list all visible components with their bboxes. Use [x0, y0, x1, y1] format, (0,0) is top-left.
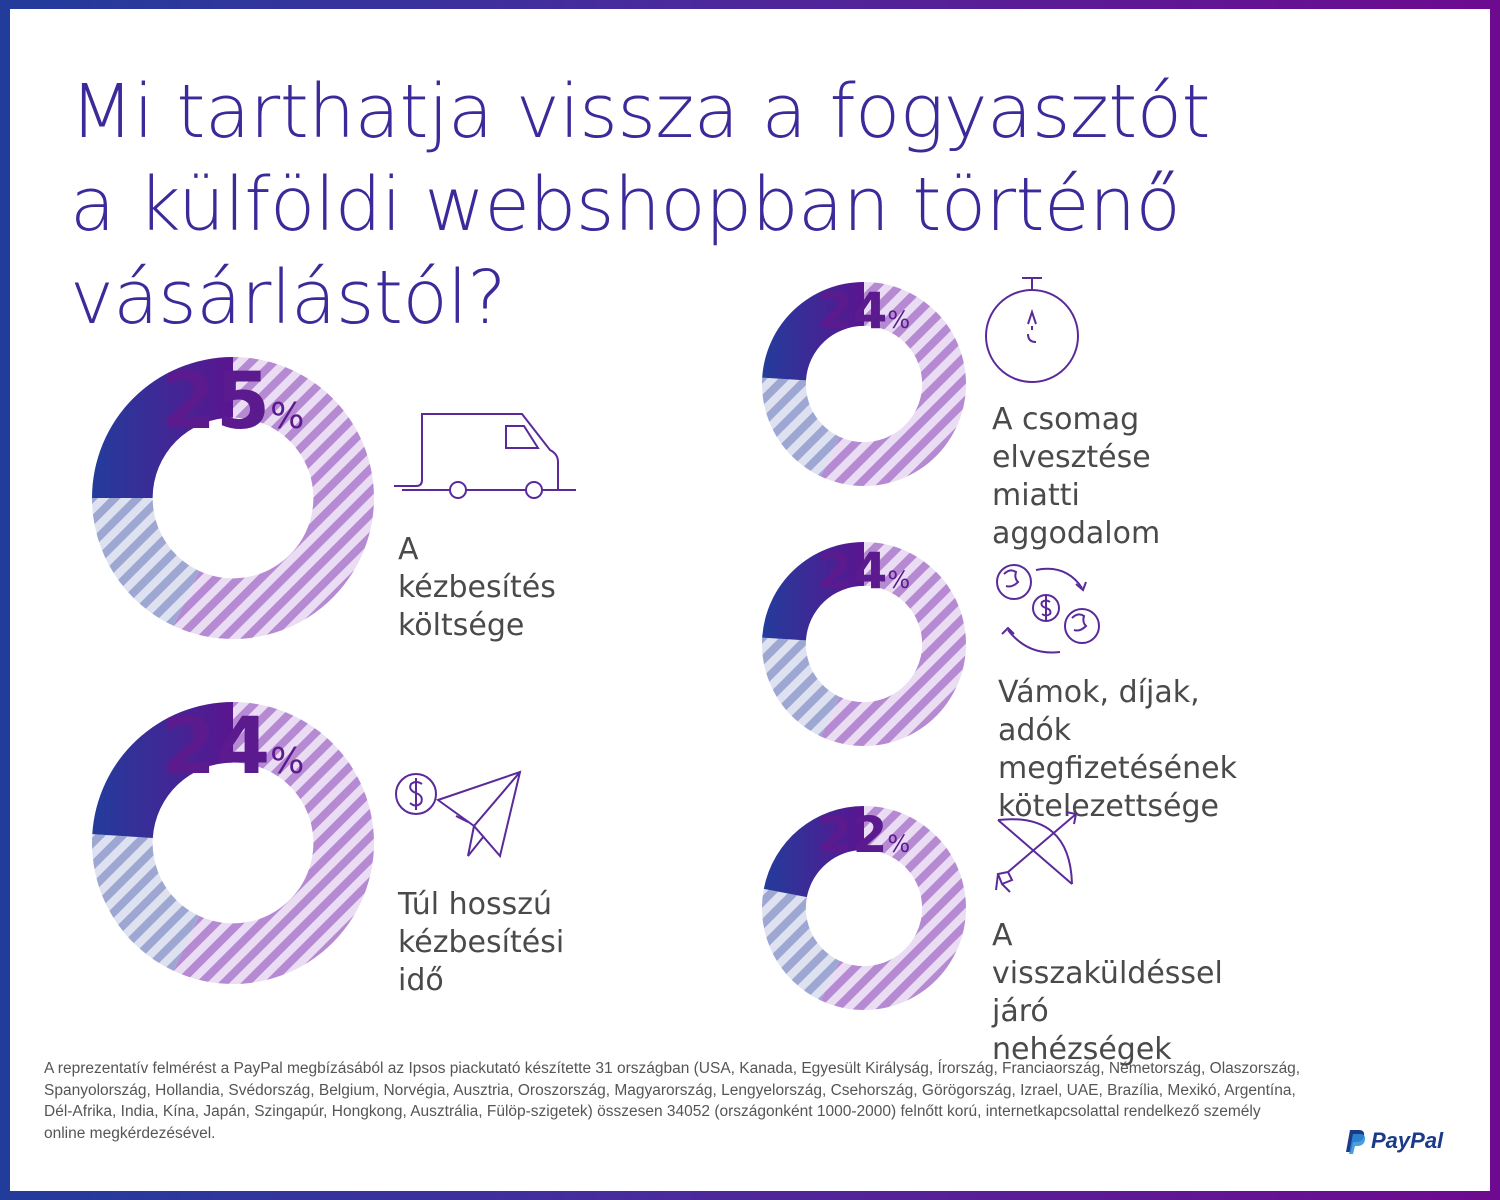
- currency-exchange-icon: [996, 564, 1100, 654]
- bow-arrow-icon: [995, 811, 1078, 893]
- percent-number: 24: [161, 702, 271, 792]
- donut-remaining-gray: [762, 637, 840, 737]
- paypal-logo: PayPal: [1345, 1128, 1443, 1154]
- percent-value-delivery-cost: 25 %: [92, 357, 374, 639]
- donut-remaining-purple: [820, 806, 966, 1010]
- percent-sign: %: [887, 306, 911, 334]
- donut-remaining-purple: [173, 702, 374, 984]
- percent-sign: %: [887, 566, 911, 594]
- page-title: Mi tarthatja vissza a fogyasztót a külfö…: [70, 69, 1211, 341]
- percent-sign: %: [270, 396, 305, 437]
- paypal-logo-text: PayPal: [1371, 1128, 1444, 1153]
- label-customs-fees: Vámok, díjak, adók megfizetésének kötele…: [998, 675, 1237, 824]
- donut-remaining-purple: [173, 357, 374, 639]
- donut-remaining-gray: [92, 498, 200, 626]
- donut-chart-lost-package: [762, 282, 966, 486]
- percent-number: 24: [817, 542, 888, 600]
- donut-remaining-gray: [762, 888, 840, 1001]
- donut-value-segment: [763, 806, 864, 898]
- donut-value-segment: [762, 542, 864, 641]
- label-delivery-cost: A kézbesítés költsége: [398, 532, 556, 643]
- stopwatch-icon: [985, 277, 1079, 383]
- donut-chart-long-delivery: [92, 702, 374, 984]
- percent-value-customs-fees: 24 %: [762, 542, 966, 746]
- donut-value-segment: [92, 357, 233, 498]
- paypal-p-icon: [1346, 1130, 1366, 1154]
- donut-remaining-gray: [762, 377, 840, 477]
- percent-value-lost-package: 24 %: [762, 282, 966, 486]
- percent-number: 24: [817, 282, 888, 340]
- paper-plane-dollar-icon: [395, 770, 522, 859]
- delivery-van-icon: [394, 413, 576, 499]
- donut-value-segment: [92, 702, 233, 838]
- donut-value-segment: [762, 282, 864, 381]
- donut-chart-delivery-cost: [92, 357, 374, 639]
- donut-chart-returns: [762, 806, 966, 1010]
- percent-value-returns: 22 %: [762, 806, 966, 1010]
- label-returns: A visszaküldéssel járó nehézségek: [992, 918, 1223, 1067]
- percent-number: 25: [161, 357, 271, 447]
- percent-sign: %: [887, 830, 911, 858]
- label-lost-package: A csomag elvesztése miatti aggodalom: [992, 402, 1161, 551]
- percent-value-long-delivery: 24 %: [92, 702, 374, 984]
- percent-number: 22: [817, 806, 888, 864]
- donut-remaining-gray: [92, 834, 200, 971]
- survey-footnote: A reprezentatív felmérést a PayPal megbí…: [44, 1060, 1301, 1142]
- percent-sign: %: [270, 741, 305, 782]
- label-long-delivery: Túl hosszú kézbesítési idő: [398, 887, 565, 998]
- donut-remaining-purple: [820, 282, 966, 486]
- donut-remaining-purple: [820, 542, 966, 746]
- donut-chart-customs-fees: [762, 542, 966, 746]
